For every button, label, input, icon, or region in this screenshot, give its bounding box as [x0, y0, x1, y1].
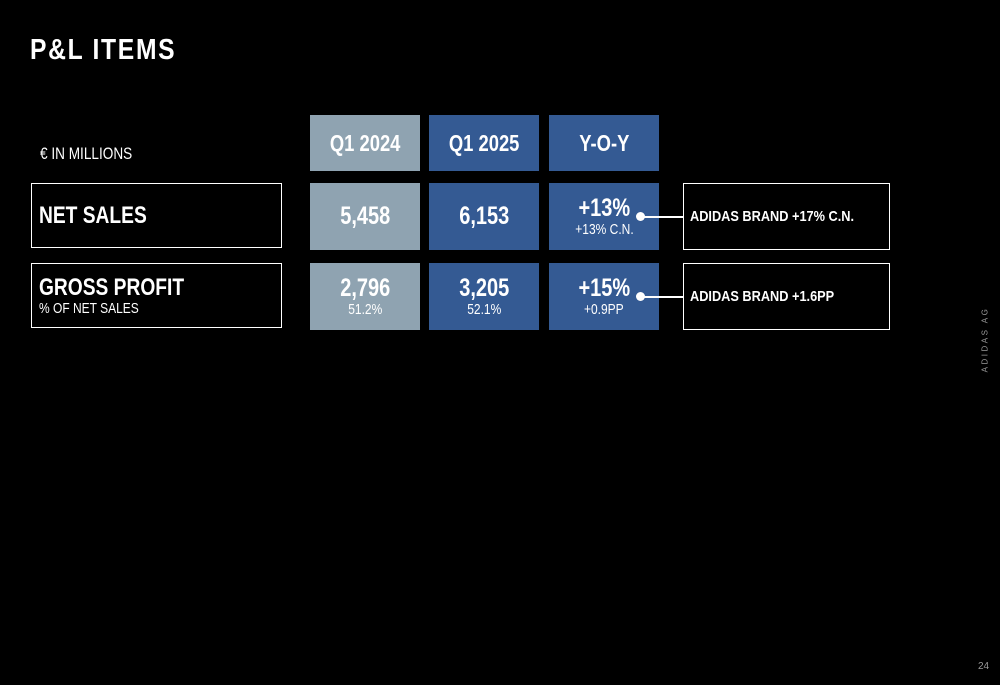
cell-value: 3,205 [458, 274, 510, 302]
cell-value: +13% [578, 194, 630, 222]
note-box: ADIDAS BRAND +17% C.N. [683, 183, 890, 250]
column-header: Q1 2025 [429, 115, 539, 171]
cell-subvalue: 51.2% [347, 301, 383, 318]
cell: 3,205 52.1% [429, 263, 539, 330]
connector-dot [636, 212, 645, 221]
note-box: ADIDAS BRAND +1.6PP [683, 263, 890, 330]
column-header: Q1 2024 [310, 115, 420, 171]
row-label-text: GROSS PROFIT [39, 274, 185, 301]
cell-subvalue: 52.1% [466, 301, 502, 318]
column-header: Y-O-Y [549, 115, 659, 171]
cell-subvalue: +13% C.N. [574, 221, 634, 238]
connector-dot [636, 292, 645, 301]
page-number: 24 [978, 661, 990, 672]
column-header-text: Q1 2025 [448, 129, 520, 156]
column-header-text: Q1 2024 [329, 129, 401, 156]
connector-line [641, 296, 683, 298]
row-label-text: NET SALES [39, 201, 147, 229]
cell-subvalue: +0.9PP [584, 301, 624, 318]
cell-value: +15% [578, 274, 630, 302]
cell: +15% +0.9PP [549, 263, 659, 330]
cell: 2,796 51.2% [310, 263, 420, 330]
column-header-text: Y-O-Y [578, 129, 630, 156]
cell-value: 5,458 [339, 202, 391, 230]
company-name: ADIDAS AG [980, 306, 990, 373]
row-label: GROSS PROFIT% OF NET SALES [31, 263, 282, 328]
connector-line [641, 216, 683, 218]
note-text: ADIDAS BRAND +1.6PP [690, 288, 835, 305]
note-text: ADIDAS BRAND +17% C.N. [690, 208, 855, 225]
row-sublabel: % OF NET SALES [39, 300, 139, 317]
cell-value: 6,153 [458, 202, 510, 230]
cell: 5,458 [310, 183, 420, 250]
unit-label: € IN MILLIONS [40, 144, 133, 163]
cell: 6,153 [429, 183, 539, 250]
cell-value: 2,796 [339, 274, 391, 302]
row-label: NET SALES [31, 183, 282, 248]
slide-title: P&L ITEMS [30, 34, 177, 66]
